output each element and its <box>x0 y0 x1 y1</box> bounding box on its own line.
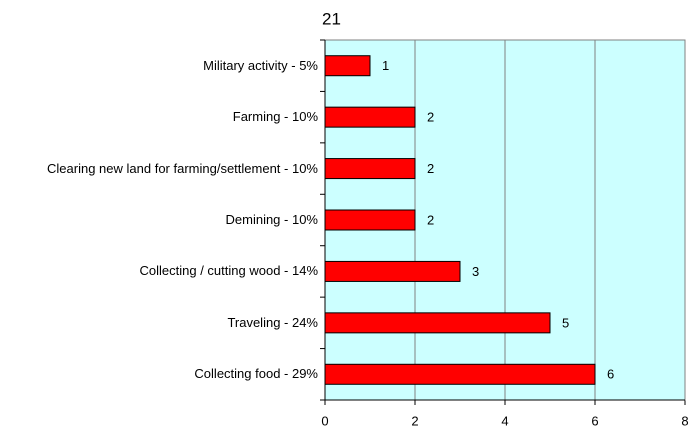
bar <box>324 260 461 282</box>
chart-title: 21 <box>322 9 341 28</box>
data-label: 3 <box>472 264 479 279</box>
data-label: 1 <box>382 58 389 73</box>
bar <box>324 158 416 180</box>
data-label: 2 <box>427 110 434 125</box>
y-tick-label: Clearing new land for farming/settlement… <box>47 160 318 176</box>
bar <box>324 209 416 231</box>
x-tick-label: 2 <box>411 413 418 428</box>
x-tick-label: 4 <box>501 413 508 428</box>
y-tick-label: Collecting food - 29% <box>194 366 318 382</box>
bar <box>324 363 596 385</box>
y-tick-label: Collecting / cutting wood - 14% <box>139 263 318 279</box>
x-tick-label: 6 <box>591 413 598 428</box>
x-tick-label: 8 <box>681 413 688 428</box>
data-label: 2 <box>427 212 434 227</box>
data-label: 2 <box>427 161 434 176</box>
data-label: 6 <box>607 367 614 382</box>
y-tick-label: Traveling - 24% <box>227 314 318 330</box>
data-label: 5 <box>562 315 569 330</box>
y-tick-label: Military activity - 5% <box>203 57 318 73</box>
y-tick-label: Farming - 10% <box>232 109 318 125</box>
bar <box>324 55 371 77</box>
y-tick-label: Demining - 10% <box>225 212 319 227</box>
bar <box>324 312 551 334</box>
bar <box>324 106 416 128</box>
x-tick-label: 0 <box>321 413 328 428</box>
